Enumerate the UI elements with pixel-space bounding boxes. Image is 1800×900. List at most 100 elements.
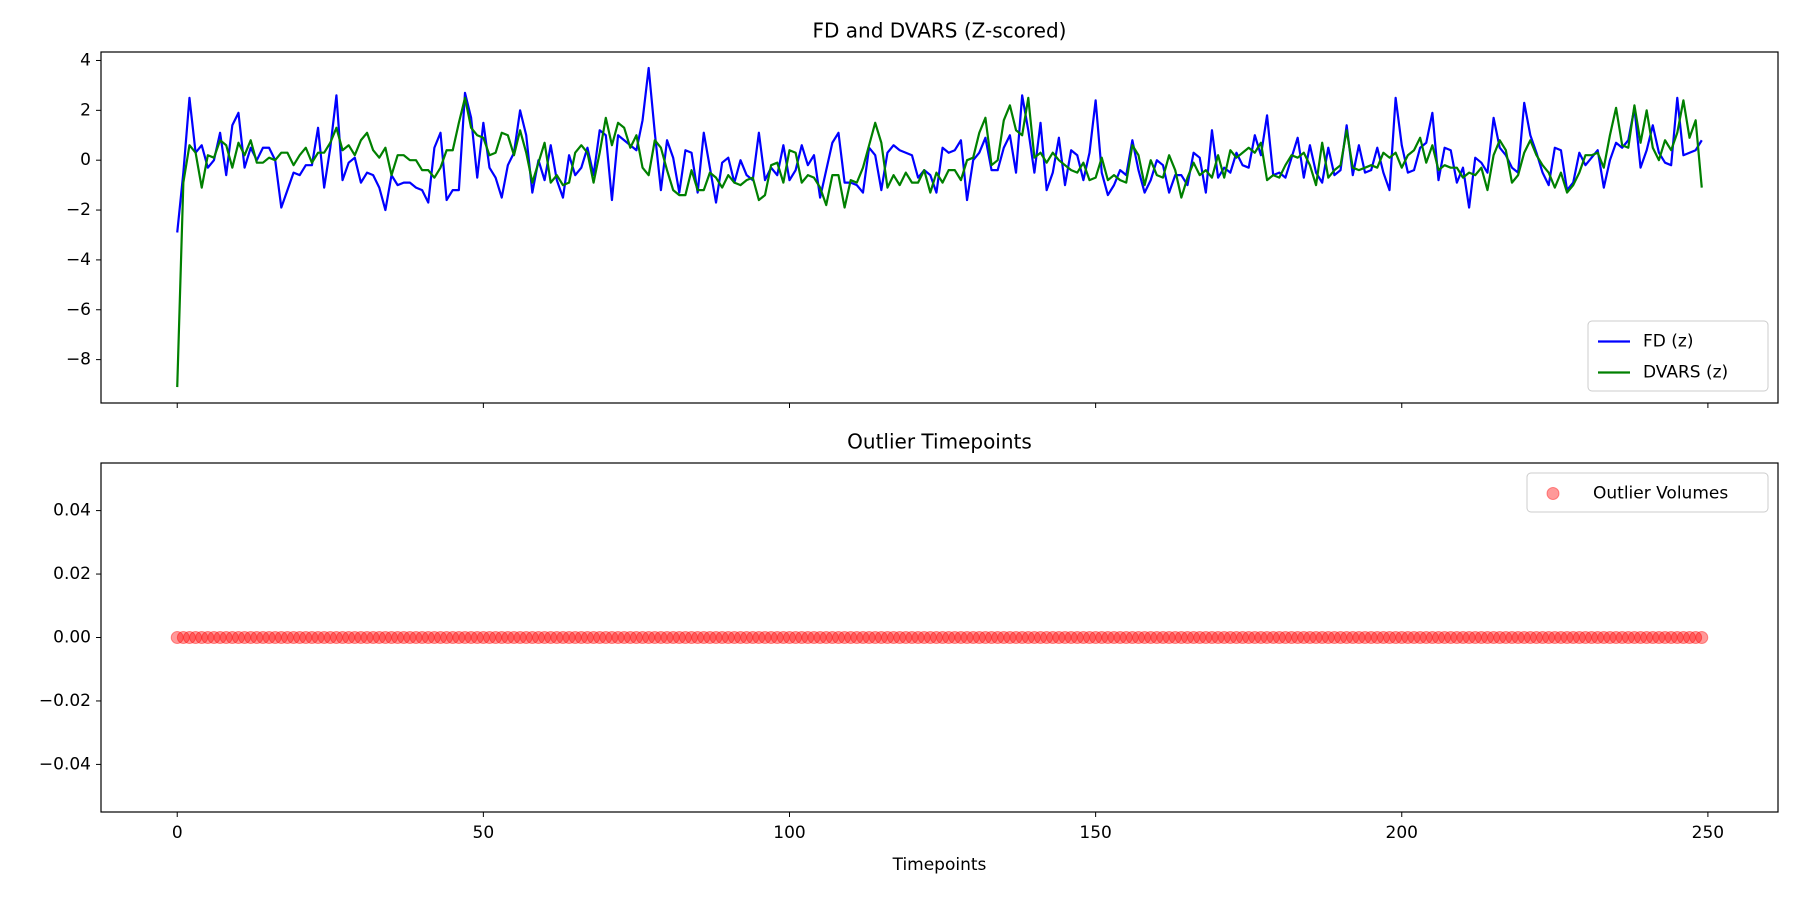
scatter-point xyxy=(1376,631,1390,644)
scatter-point xyxy=(507,631,521,644)
scatter-point xyxy=(244,631,258,644)
axes-frame xyxy=(100,462,1779,813)
scatter-point xyxy=(415,631,429,644)
scatter-point xyxy=(838,631,852,644)
scatter-point xyxy=(691,631,705,644)
scatter-point xyxy=(501,631,515,644)
series-line xyxy=(176,66,1703,233)
scatter-point xyxy=(421,631,435,644)
scatter-point xyxy=(482,631,496,644)
scatter-point xyxy=(348,631,362,644)
scatter-point xyxy=(1572,631,1586,644)
scatter-point xyxy=(452,631,466,644)
scatter-point xyxy=(1309,631,1323,644)
scatter-point xyxy=(825,631,839,644)
scatter-point xyxy=(636,631,650,644)
scatter-point xyxy=(1236,631,1250,644)
scatter-point xyxy=(323,631,337,644)
scatter-point xyxy=(899,631,913,644)
scatter-point xyxy=(782,631,796,644)
scatter-point xyxy=(0,632,6,644)
scatter-point xyxy=(1664,631,1678,644)
scatter-point xyxy=(1303,631,1317,644)
scatter-point xyxy=(1560,631,1574,644)
scatter-point xyxy=(274,631,288,644)
scatter-point xyxy=(672,631,686,644)
scatter-point xyxy=(231,631,245,644)
scatter-point xyxy=(525,631,539,644)
scatter-point xyxy=(1027,631,1041,644)
scatter-point xyxy=(1266,631,1280,644)
scatter-point xyxy=(360,631,374,644)
scatter-point xyxy=(1370,631,1384,644)
legend-box xyxy=(1587,320,1769,392)
scatter-point xyxy=(1334,631,1348,644)
scatter-point xyxy=(593,631,607,644)
scatter-point xyxy=(599,631,613,644)
scatter-point xyxy=(654,631,668,644)
scatter-point xyxy=(617,631,631,644)
scatter-point xyxy=(1431,631,1445,644)
legend: Outlier Volumes xyxy=(1526,472,1769,513)
scatter-point xyxy=(1474,631,1488,644)
scatter-point xyxy=(1321,631,1335,644)
scatter-point xyxy=(1407,631,1421,644)
y-tick-label: 0.04 xyxy=(53,501,91,521)
scatter-point xyxy=(1658,631,1672,644)
scatter-point xyxy=(0,632,6,644)
chart-title: Outlier Timepoints xyxy=(847,430,1032,454)
scatter-point xyxy=(1058,631,1072,644)
scatter-point xyxy=(917,631,931,644)
scatter-point xyxy=(1389,631,1403,644)
x-axis-label: Timepoints xyxy=(892,855,987,875)
scatter-point xyxy=(770,631,784,644)
scatter-point xyxy=(1413,631,1427,644)
scatter-point xyxy=(1609,631,1623,644)
legend-box xyxy=(1526,472,1769,513)
scatter-point xyxy=(1627,631,1641,644)
scatter-point xyxy=(170,631,184,644)
scatter-point xyxy=(519,631,533,644)
scatter-point xyxy=(1125,631,1139,644)
plot-area xyxy=(176,66,1703,388)
legend-label: DVARS (z) xyxy=(1643,363,1728,383)
axes-frame xyxy=(100,51,1779,404)
legend-label: Outlier Volumes xyxy=(1593,484,1728,504)
scatter-point xyxy=(250,631,264,644)
scatter-point xyxy=(1285,631,1299,644)
y-tick-label: 2 xyxy=(80,100,91,120)
scatter-point xyxy=(1548,631,1562,644)
scatter-point xyxy=(746,631,760,644)
y-tick-label: −4 xyxy=(66,250,91,270)
scatter-point xyxy=(997,631,1011,644)
scatter-point xyxy=(1199,631,1213,644)
scatter-point xyxy=(1015,631,1029,644)
scatter-point xyxy=(1523,631,1537,644)
scatter-point xyxy=(342,631,356,644)
scatter-point xyxy=(1107,631,1121,644)
x-tick-label: 250 xyxy=(1692,823,1724,843)
x-tick-label: 150 xyxy=(1079,823,1111,843)
scatter-point xyxy=(776,631,790,644)
scatter-point xyxy=(397,631,411,644)
scatter-point xyxy=(929,631,943,644)
scatter-point xyxy=(1493,631,1507,644)
scatter-point xyxy=(1566,631,1580,644)
scatter-point xyxy=(489,631,503,644)
scatter-point xyxy=(795,631,809,644)
scatter-point xyxy=(409,631,423,644)
scatter-point xyxy=(1150,631,1164,644)
scatter-point xyxy=(740,631,754,644)
scatter-point xyxy=(189,631,203,644)
scatter-point xyxy=(648,631,662,644)
y-tick-label: 0.02 xyxy=(53,564,91,584)
scatter-point xyxy=(734,631,748,644)
scatter-point xyxy=(550,631,564,644)
scatter-point xyxy=(1242,631,1256,644)
scatter-point xyxy=(1383,631,1397,644)
scatter-point xyxy=(611,631,625,644)
scatter-point xyxy=(1505,631,1519,644)
scatter-point xyxy=(531,631,545,644)
scatter-point xyxy=(427,631,441,644)
scatter-point xyxy=(1529,631,1543,644)
